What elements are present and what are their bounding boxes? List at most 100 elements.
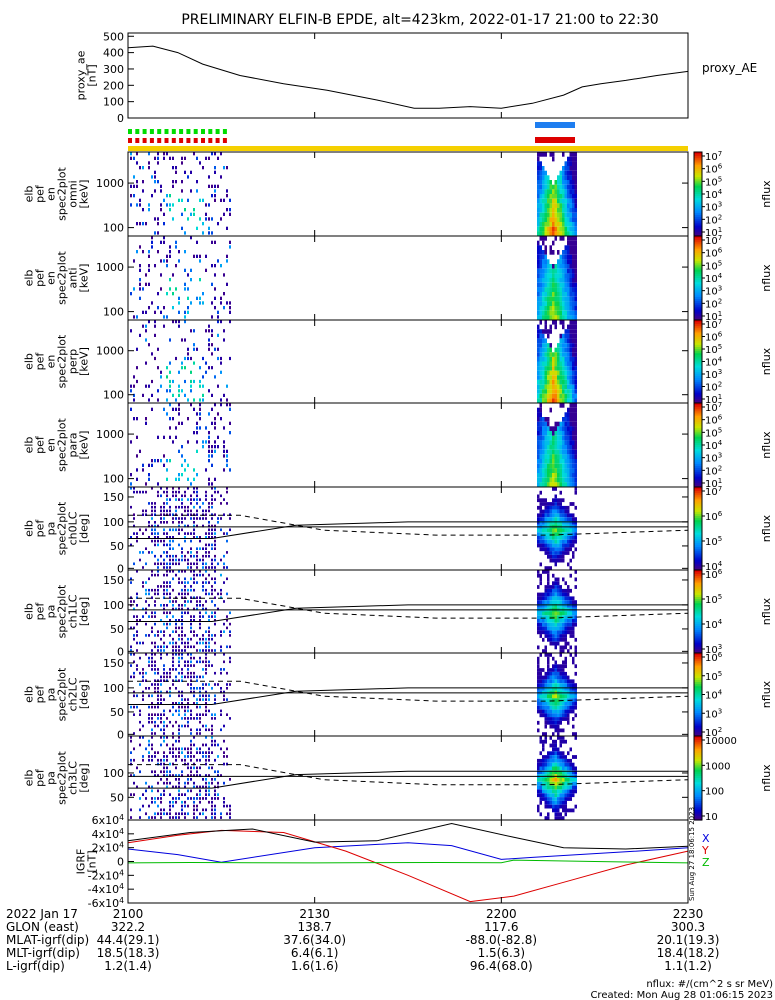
spectrogram-pixel	[569, 683, 572, 687]
spectrogram-pixel	[226, 259, 228, 263]
spectrogram-pixel	[214, 528, 216, 532]
spectrogram-pixel	[572, 679, 575, 684]
spectrogram-pixel	[559, 454, 562, 459]
spectrogram-pixel	[169, 641, 171, 645]
spectrogram-pixel	[569, 203, 572, 208]
spectrogram-pixel	[569, 709, 572, 714]
colorbar-cell	[694, 265, 702, 269]
colorbar-label: nflux	[760, 514, 773, 542]
spectrogram-pixel	[572, 222, 575, 227]
spectrogram-pixel	[172, 487, 174, 490]
colorbar-cell	[694, 196, 702, 199]
spectrogram-pixel	[552, 264, 555, 269]
colorbar-tick-label: 105	[705, 343, 722, 356]
spectrogram-pixel	[549, 596, 552, 601]
spectrogram-pixel	[569, 343, 572, 348]
spectrogram-pixel	[184, 634, 186, 637]
colorbar-cell	[694, 417, 702, 421]
spectrogram-pixel	[157, 292, 159, 296]
spectrogram-pixel	[537, 532, 540, 537]
spectrogram-pixel	[130, 389, 132, 393]
spectrogram-pixel	[208, 449, 210, 453]
spectrogram-pixel	[559, 789, 562, 794]
spectrogram-pixel	[211, 732, 213, 735]
spectrogram-pixel	[202, 547, 204, 550]
spectrogram-pixel	[187, 637, 189, 641]
spectrogram-pixel	[157, 161, 159, 165]
spectrogram-pixel	[157, 389, 159, 393]
spectrogram-pixel	[539, 502, 542, 506]
colorbar-cell	[694, 551, 702, 554]
spectrogram-pixel	[202, 634, 204, 637]
spectrogram-pixel	[172, 630, 174, 633]
spectrogram-pixel	[567, 473, 570, 478]
spectrogram-pixel	[542, 668, 545, 672]
spectrogram-pixel	[166, 315, 168, 319]
spectrogram-pixel	[559, 222, 562, 227]
spectrogram-pixel	[554, 581, 557, 586]
spectrogram-pixel	[562, 310, 565, 316]
spectrogram-pixel	[205, 755, 207, 758]
spectrogram-pixel	[160, 698, 162, 701]
spectrogram-pixel	[537, 596, 540, 601]
spectrogram-pixel	[151, 194, 153, 198]
spectrogram-pixel	[193, 347, 195, 351]
spectrogram-pixel	[193, 762, 195, 766]
spectrogram-pixel	[557, 389, 560, 394]
spectrogram-pixel	[564, 189, 567, 194]
spectrogram-pixel	[184, 793, 186, 796]
spectrogram-pixel	[544, 389, 547, 394]
colorbar-cell	[694, 590, 702, 594]
spectrogram-pixel	[567, 407, 570, 413]
colorbar-cell	[694, 231, 702, 235]
colorbar-cell	[694, 518, 702, 521]
spectrogram-pixel	[547, 194, 550, 199]
spectrogram-pixel	[166, 532, 168, 535]
spectrogram-pixel	[549, 189, 552, 194]
spectrogram-pixel	[544, 320, 547, 325]
spectrogram-pixel	[157, 156, 159, 160]
spectrogram-pixel	[572, 264, 575, 269]
spectrogram-pixel	[199, 793, 201, 796]
spectrogram-pixel	[169, 762, 171, 766]
spectrogram-pixel	[549, 766, 552, 771]
spectrogram-pixel	[572, 532, 575, 537]
spectrogram-pixel	[564, 175, 567, 180]
spectrogram-pixel	[572, 379, 575, 385]
spectrogram-pixel	[552, 664, 555, 669]
spectrogram-pixel	[547, 426, 550, 431]
spectrogram-pixel	[559, 630, 562, 635]
spectrogram-pixel	[539, 573, 542, 578]
spectrogram-pixel	[178, 702, 180, 705]
spectrogram-pixel	[549, 683, 552, 687]
colorbar-cell	[694, 572, 702, 575]
spectrogram-pixel	[554, 320, 557, 325]
spectrogram-pixel	[205, 683, 207, 686]
spectrogram-pixel	[567, 356, 570, 362]
colorbar-cell	[694, 440, 702, 444]
spectrogram-pixel	[148, 463, 150, 467]
colorbar-cell	[694, 698, 702, 702]
spectrogram-pixel	[196, 558, 198, 562]
spectrogram-pixel	[145, 607, 147, 611]
spectrogram-pixel	[205, 736, 207, 739]
spectrogram-pixel	[554, 637, 557, 642]
spectrogram-pixel	[217, 607, 219, 611]
spectrogram-pixel	[196, 240, 198, 244]
y-tick-label: 50	[110, 623, 124, 636]
spectrogram-pixel	[205, 426, 207, 430]
spectrogram-pixel	[544, 732, 547, 736]
spectrogram-pixel	[196, 581, 198, 584]
spectrogram-pixel	[564, 656, 567, 661]
spectrogram-pixel	[196, 634, 198, 637]
spectrogram-pixel	[163, 698, 165, 701]
spectrogram-pixel	[133, 517, 135, 520]
spectrogram-pixel	[190, 797, 192, 800]
spectrogram-pixel	[181, 604, 183, 607]
spectrogram-pixel	[572, 198, 575, 204]
spectrogram-pixel	[562, 626, 565, 631]
spectrogram-pixel	[574, 487, 577, 491]
spectrogram-pixel	[142, 532, 144, 535]
spectrogram-pixel	[547, 800, 550, 805]
spectrogram-pixel	[208, 698, 210, 701]
